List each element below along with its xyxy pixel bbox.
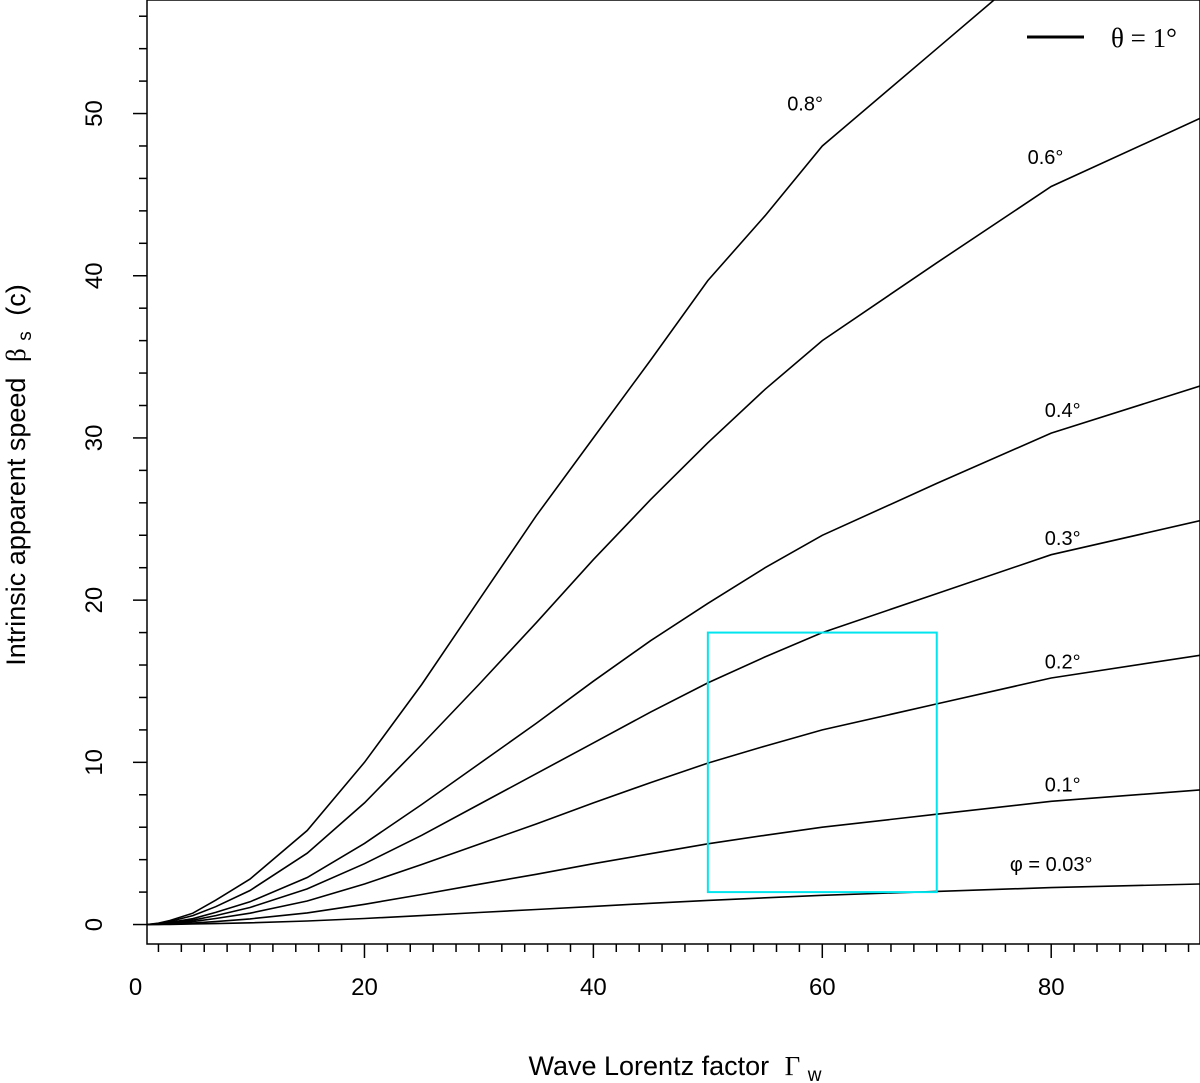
series-line-6 xyxy=(147,883,1200,926)
x-axis-title-symbol: Γ xyxy=(785,1051,801,1081)
x-axis-title-text: Wave Lorentz factor xyxy=(529,1051,770,1081)
legend: θ = 1° xyxy=(1027,23,1177,53)
series-line-4 xyxy=(146,654,1200,926)
y-tick-label: 20 xyxy=(81,587,108,614)
y-axis-title-text: Intrinsic apparent speed xyxy=(1,378,31,666)
x-tick-label: 20 xyxy=(351,974,378,1001)
y-tick-label: 10 xyxy=(81,749,108,776)
y-axis: 0 10 20 30 40 50 xyxy=(81,15,147,931)
highlight-box xyxy=(706,631,938,894)
series-label-3: 0.3° xyxy=(1045,528,1081,550)
series-line-2 xyxy=(146,385,1200,926)
series-label-2: 0.4° xyxy=(1045,400,1081,422)
series-line-1 xyxy=(146,117,1200,926)
x-axis-title: Wave Lorentz factor Γ w xyxy=(529,1051,822,1083)
curves xyxy=(146,0,1200,926)
x-tick-label: 80 xyxy=(1038,974,1065,1001)
y-axis-title-subscript: s xyxy=(15,331,36,341)
x-tick-label: 60 xyxy=(809,974,836,1001)
x-axis: 0 20 40 60 80 xyxy=(129,944,1190,1001)
y-tick-label: 30 xyxy=(81,425,108,452)
series-label-4: 0.2° xyxy=(1045,651,1081,673)
curve-labels: 0.8° 0.6° 0.4° 0.3° 0.2° 0.1° φ = 0.03° xyxy=(787,93,1092,876)
series-label-6: φ = 0.03° xyxy=(1010,854,1093,876)
series-line-5 xyxy=(146,789,1200,926)
y-tick-label: 50 xyxy=(81,100,108,127)
x-axis-title-subscript: w xyxy=(807,1065,822,1083)
x-tick-label: 40 xyxy=(580,974,607,1001)
y-axis-title-symbol: β xyxy=(1,348,31,362)
x-tick-label: 0 xyxy=(129,974,142,1001)
series-line-0 xyxy=(146,0,995,926)
y-tick-label: 40 xyxy=(81,262,108,289)
series-label-1: 0.6° xyxy=(1028,147,1064,169)
series-label-5: 0.1° xyxy=(1045,775,1081,797)
plot-frame xyxy=(146,0,1200,945)
y-axis-title: Intrinsic apparent speed β s (c) xyxy=(1,284,37,665)
y-axis-title-unit: (c) xyxy=(1,284,31,315)
series-label-0: 0.8° xyxy=(787,93,823,115)
y-tick-label: 0 xyxy=(81,918,108,931)
legend-label: θ = 1° xyxy=(1111,23,1177,53)
